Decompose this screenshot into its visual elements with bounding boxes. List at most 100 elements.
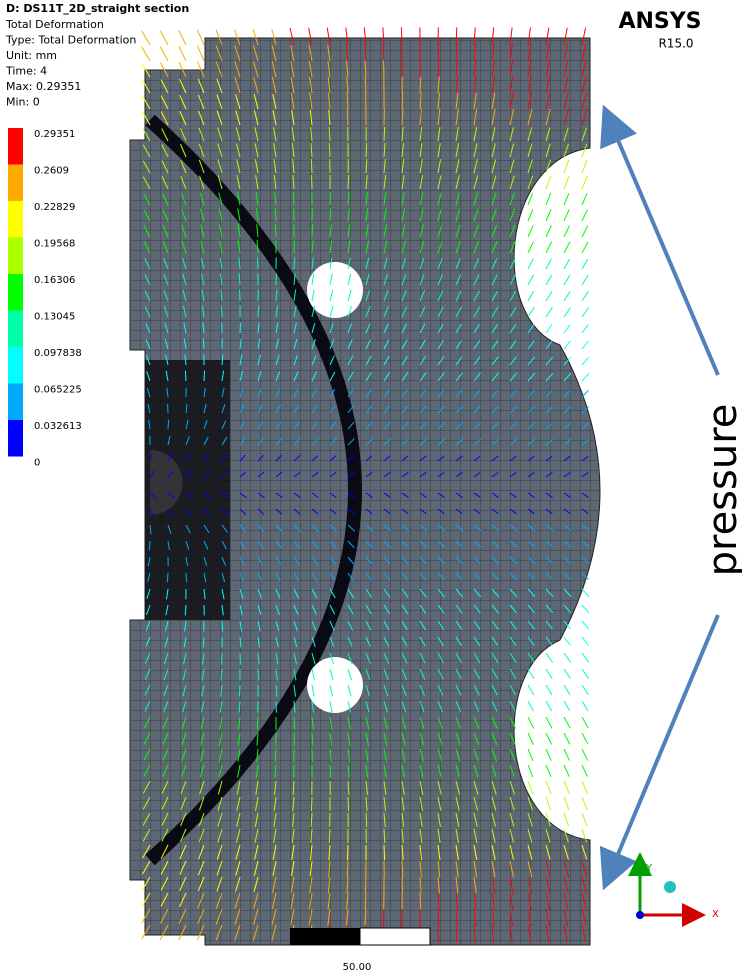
deformation-arrow — [582, 357, 589, 365]
deformation-arrow — [582, 160, 587, 173]
deformation-arrow — [564, 291, 570, 301]
cavity — [145, 360, 230, 620]
deformation-arrow — [582, 308, 589, 317]
deformation-arrow — [546, 193, 551, 205]
deformation-arrow — [546, 242, 552, 253]
deformation-arrow — [348, 797, 349, 811]
deformation-arrow — [179, 30, 186, 45]
deformation-arrow — [564, 242, 570, 253]
deformation-arrow — [546, 259, 551, 269]
legend-swatch — [8, 238, 23, 275]
screenshot: D: DS11T_2D_straight section Total Defor… — [0, 0, 742, 976]
deformation-arrow — [168, 420, 169, 429]
deformation-arrow — [582, 749, 588, 760]
axis-label: X — [712, 909, 719, 920]
deformation-arrow — [401, 27, 402, 45]
model — [130, 27, 600, 945]
deformation-arrow — [546, 797, 551, 810]
deformation-arrow — [582, 813, 587, 826]
deformation-arrow — [564, 813, 569, 826]
deformation-arrow — [582, 373, 589, 381]
deformation-arrow — [564, 749, 569, 761]
deformation-arrow — [167, 573, 168, 582]
deformation-arrow — [383, 61, 384, 77]
deformation-arrow — [564, 653, 571, 662]
deformation-arrow — [582, 291, 588, 301]
deformation-arrow — [198, 46, 204, 61]
deformation-arrow — [564, 341, 570, 349]
deformation-arrow — [528, 225, 533, 237]
deformation-arrow — [582, 669, 589, 679]
deformation-arrow — [330, 765, 331, 778]
deformation-arrow — [347, 109, 348, 125]
deformation-arrow — [582, 341, 588, 349]
deformation-arrow — [197, 30, 204, 45]
legend-swatch — [8, 311, 23, 348]
deformation-arrow — [365, 877, 366, 893]
deformation-arrow — [582, 390, 588, 397]
deformation-arrow — [582, 685, 588, 695]
deformation-arrow — [582, 717, 588, 728]
deformation-arrow — [311, 797, 312, 811]
header-title: D: DS11T_2D_straight section — [6, 2, 189, 15]
deformation-arrow — [546, 653, 553, 663]
header-line: Total Deformation — [5, 18, 104, 31]
deformation-arrow — [546, 291, 552, 301]
deformation-arrow — [546, 781, 551, 794]
deformation-arrow — [582, 275, 588, 285]
header-line: Min: 0 — [6, 96, 40, 109]
deformation-arrow — [383, 909, 384, 927]
triad-z — [664, 881, 676, 893]
deformation-arrow — [204, 371, 205, 381]
deformation-arrow — [294, 717, 295, 730]
deformation-arrow — [582, 637, 588, 645]
deformation-arrow — [582, 653, 589, 662]
legend-swatch — [8, 420, 23, 457]
header-line: Type: Total Deformation — [5, 34, 136, 47]
brand-version: R15.0 — [658, 37, 693, 51]
deformation-arrow — [546, 209, 551, 221]
deformation-arrow — [546, 701, 552, 711]
deformation-arrow — [276, 273, 277, 285]
deformation-arrow — [546, 176, 551, 189]
deformation-arrow — [582, 765, 587, 777]
deformation-arrow — [546, 325, 552, 333]
deformation-arrow — [564, 160, 569, 173]
deformation-arrow — [528, 701, 533, 711]
axis-label: Y — [645, 863, 653, 874]
deformation-arrow — [240, 323, 241, 333]
deformation-arrow — [564, 307, 571, 317]
deformation-arrow — [528, 765, 533, 777]
deformation-arrow — [564, 275, 570, 285]
deformation-arrow — [582, 226, 588, 237]
scale-label: 50.00 — [343, 962, 372, 973]
legend-swatch — [8, 384, 23, 421]
deformation-arrow — [582, 781, 588, 794]
deformation-arrow — [546, 669, 552, 679]
deformation-arrow — [293, 192, 294, 205]
deformation-arrow — [528, 259, 533, 269]
deformation-arrow — [257, 717, 258, 730]
deformation-arrow — [564, 325, 570, 333]
triad-origin — [636, 911, 644, 919]
legend-swatch — [8, 347, 23, 384]
deformation-arrow — [438, 43, 439, 61]
header-line: Unit: mm — [6, 49, 57, 62]
deformation-arrow — [546, 685, 552, 695]
deformation-arrow — [564, 637, 570, 645]
deformation-arrow — [528, 209, 533, 221]
deformation-arrow — [582, 209, 587, 221]
deformation-arrow — [528, 749, 533, 761]
deformation-arrow — [420, 893, 421, 909]
deformation-arrow — [582, 701, 588, 711]
legend-label: 0.16306 — [34, 275, 75, 286]
header-line: Time: 4 — [5, 65, 47, 78]
deformation-arrow — [258, 669, 259, 681]
deformation-arrow — [564, 259, 570, 269]
deformation-arrow — [564, 685, 570, 695]
scale-bar — [360, 928, 430, 945]
deformation-arrow — [528, 781, 533, 794]
pressure-arrow — [606, 112, 718, 375]
legend-label: 0.29351 — [34, 129, 75, 140]
deformation-arrow — [546, 717, 552, 728]
